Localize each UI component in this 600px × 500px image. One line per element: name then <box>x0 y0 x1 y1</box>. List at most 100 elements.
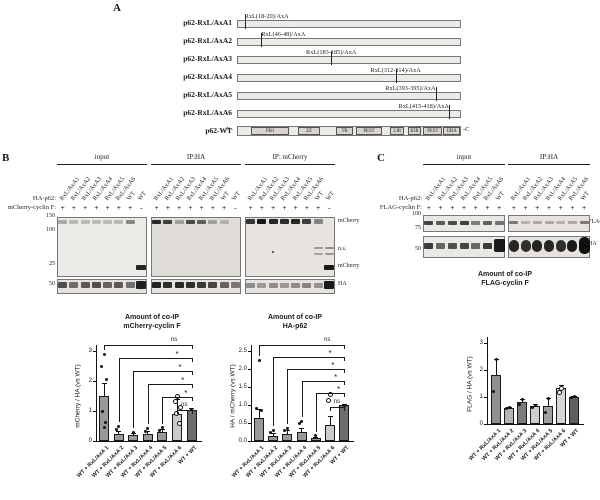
bar <box>491 375 501 424</box>
mutation-tick <box>244 15 246 29</box>
mw-marker-150: 150 <box>46 213 55 219</box>
bar <box>157 432 168 441</box>
cyclin-sign: + <box>511 203 516 212</box>
data-point <box>160 426 164 429</box>
blot-box-main <box>245 217 335 277</box>
sig-bracket-vr <box>191 397 193 401</box>
sig-bracket-vl <box>147 384 149 425</box>
construct-bar: RxL(183-185)/AxA <box>237 49 461 65</box>
y-tick-mark <box>248 423 251 424</box>
protein-band <box>69 220 79 224</box>
lane-label: WT <box>494 190 507 202</box>
construct-bar: RxL(393-395)/AxA <box>237 85 461 101</box>
error-cap <box>116 430 122 432</box>
protein-band <box>313 247 323 249</box>
protein-band <box>208 220 218 224</box>
protein-band <box>125 282 135 288</box>
panel-a-letter: A <box>113 2 121 14</box>
protein-band <box>91 282 101 288</box>
y-tick-label: 2 <box>88 377 92 384</box>
protein-band <box>520 240 531 252</box>
protein-band <box>324 253 334 255</box>
error-bar <box>495 359 497 376</box>
y-tick-label: 1.0 <box>238 401 247 408</box>
band-label-ha: HA <box>338 281 347 287</box>
y-tick-label: 2.5 <box>238 347 247 354</box>
wt-bar: PB1 ZZ TB PEST LIR KIR PEST UBA <box>237 126 461 136</box>
cyclin-sign: + <box>426 203 431 212</box>
protein-band <box>436 243 446 249</box>
error-bar <box>161 429 163 432</box>
sig-bracket-vl <box>162 397 164 424</box>
protein-band <box>197 220 207 224</box>
data-point <box>104 420 107 424</box>
chart1-title: Amount of co-IP <box>124 314 180 321</box>
sig-bracket-h <box>133 371 192 372</box>
protein-band <box>152 282 162 288</box>
band-label-ha-c: HA <box>588 241 597 247</box>
error-bar <box>103 382 105 396</box>
data-point <box>173 410 179 416</box>
protein-band <box>103 220 113 224</box>
protein-band <box>313 219 323 224</box>
construct-label: p62-RxL/AxA1 <box>183 18 232 27</box>
y-tick-label: 3 <box>479 339 483 346</box>
blot-box-ha-strip <box>151 279 241 294</box>
protein-band <box>163 282 173 288</box>
chart3-title: Amount of co-IP <box>477 271 533 278</box>
bar <box>569 397 579 424</box>
bar <box>296 432 307 441</box>
chart2-subtitle: HA-p62 <box>282 323 308 330</box>
blot-box-ha-strip <box>245 279 335 294</box>
sig-bracket-vl <box>133 371 135 428</box>
mw-marker-100: 100 <box>46 227 55 233</box>
blot-box-ha-strip <box>57 279 147 294</box>
protein-band <box>114 220 124 224</box>
sig-bracket-h <box>273 357 345 358</box>
protein-band <box>103 282 113 288</box>
error-bar <box>258 408 260 418</box>
x-axis-line <box>96 441 202 442</box>
row-label-ha-p62-c: HA-p62: <box>398 195 422 202</box>
protein-band <box>521 221 531 224</box>
protein-band <box>578 237 590 254</box>
data-point <box>175 394 180 399</box>
cyclin-sign: + <box>304 203 310 212</box>
cyclin-sign: + <box>438 203 443 212</box>
chart3-y-axis-label: FLAG / HA (vs WT) <box>466 356 474 412</box>
protein-band <box>567 221 577 224</box>
cyclin-sign: + <box>199 203 204 212</box>
sig-label: * <box>184 389 188 398</box>
protein-band <box>291 219 301 224</box>
data-point <box>101 409 104 413</box>
data-point <box>314 434 318 438</box>
sig-bracket-h <box>315 393 345 394</box>
cyclin-sign: + <box>94 203 99 212</box>
y-axis-line <box>487 337 488 424</box>
sig-label: ns <box>333 399 341 405</box>
data-point <box>300 419 304 423</box>
data-point <box>505 407 508 411</box>
blot-group-header-ip-ha-c: IP:HA <box>508 153 590 165</box>
error-cap <box>558 384 564 386</box>
error-cap <box>159 429 165 430</box>
bar <box>172 414 182 441</box>
mw-marker-25: 25 <box>49 261 55 267</box>
sig-bracket-vr <box>191 410 193 414</box>
domain-box-zz: ZZ <box>297 127 321 135</box>
cyclin-sign: + <box>282 203 287 212</box>
protein-band <box>125 220 135 224</box>
protein-band <box>91 220 101 224</box>
error-bar <box>272 432 274 436</box>
sig-bracket-vl <box>259 345 260 356</box>
cyclin-sign: + <box>127 203 133 212</box>
y-tick-mark <box>248 441 251 442</box>
protein-band <box>493 239 505 252</box>
cyclin-sign: + <box>210 203 216 212</box>
protein-band <box>80 282 90 288</box>
protein-band <box>152 220 162 224</box>
cyclin-sign: + <box>165 203 171 212</box>
x-axis-line <box>487 424 584 425</box>
error-cap <box>284 430 290 432</box>
blot-group-header-input: input <box>57 153 147 165</box>
